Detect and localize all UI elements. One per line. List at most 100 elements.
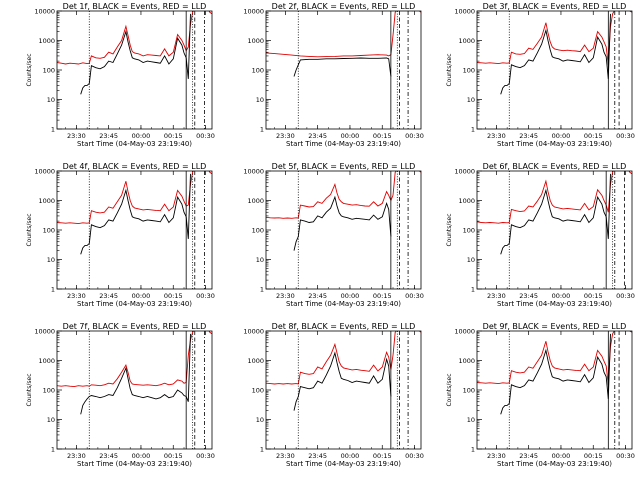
lld-series-line: [477, 331, 632, 385]
y-tick-label: 10: [47, 256, 55, 264]
lld-series-line: [266, 11, 421, 58]
plot-frame: [265, 330, 422, 450]
panel-title: Det 7f, BLACK = Events, RED = LLD: [63, 322, 207, 331]
panel-3: 1 10 100 1000 10000 23:30 23:45 00:00 00:15 00:30…: [446, 2, 635, 148]
panel-5: 1 10 100 1000 10000 23:30 23:45 00:00 00:15 00:30…: [243, 162, 424, 308]
y-tick-label: 1: [51, 445, 55, 453]
panel-title: Det 3f, BLACK = Events, RED = LLD: [483, 2, 627, 11]
x-tick-label: 00:00: [341, 452, 360, 460]
y-tick-label: 10000: [34, 7, 55, 15]
y-tick-label: 1000: [38, 357, 55, 365]
x-axis-label: Start Time (04-May-03 23:19:40): [497, 460, 612, 468]
x-tick-label: 00:30: [196, 452, 215, 460]
x-tick-label: 23:30: [67, 452, 86, 460]
panel-title: Det 5f, BLACK = Events, RED = LLD: [272, 162, 416, 171]
x-tick-label: 00:30: [616, 132, 635, 140]
x-axis-label: Start Time (04-May-03 23:19:40): [286, 300, 401, 308]
y-tick-label: 100: [252, 66, 264, 74]
lld-series-line: [266, 171, 421, 219]
x-tick-label: 00:15: [164, 132, 183, 140]
plot-frame: [476, 10, 633, 130]
x-tick-label: 23:45: [519, 132, 538, 140]
events-series-line: [293, 195, 392, 251]
y-tick-label: 1: [51, 285, 55, 293]
y-axis-label: Counts/sec: [446, 373, 453, 406]
panel-4: 1 10 100 1000 10000 23:30 23:45 00:00 00:15 00:30…: [26, 162, 215, 308]
x-tick-label: 23:45: [308, 292, 327, 300]
x-tick-label: 00:15: [584, 452, 603, 460]
y-tick-label: 100: [43, 66, 55, 74]
y-tick-label: 10000: [34, 167, 55, 175]
x-tick-label: 00:30: [405, 132, 424, 140]
x-tick-label: 00:15: [164, 452, 183, 460]
plot-frame: [476, 330, 633, 450]
panel-7: 1 10 100 1000 10000 23:30 23:45 00:00 00:15 00:30…: [26, 322, 215, 468]
y-tick-label: 100: [43, 386, 55, 394]
lld-series-line: [57, 11, 212, 65]
events-series-line: [500, 13, 611, 95]
y-tick-label: 10000: [243, 327, 264, 335]
x-tick-label: 00:30: [196, 132, 215, 140]
lld-series-line: [477, 171, 632, 224]
y-tick-label: 100: [463, 226, 475, 234]
y-tick-label: 100: [43, 226, 55, 234]
x-tick-label: 00:00: [341, 132, 360, 140]
x-tick-label: 00:30: [616, 292, 635, 300]
y-tick-label: 10000: [243, 7, 264, 15]
y-axis-label: Counts/sec: [26, 373, 33, 406]
panel-2: 1 10 100 1000 10000 23:30 23:45 00:00 00:15 00:30…: [243, 2, 424, 148]
events-series-line: [293, 351, 392, 411]
x-axis-label: Start Time (04-May-03 23:19:40): [77, 460, 192, 468]
y-tick-label: 10000: [34, 327, 55, 335]
y-tick-label: 1000: [247, 197, 264, 205]
lld-series-line: [57, 171, 212, 225]
x-tick-label: 23:45: [99, 452, 118, 460]
panel-title: Det 1f, BLACK = Events, RED = LLD: [63, 2, 207, 11]
y-tick-label: 100: [463, 66, 475, 74]
panel-title: Det 6f, BLACK = Events, RED = LLD: [483, 162, 627, 171]
x-tick-label: 00:15: [584, 292, 603, 300]
x-tick-label: 00:30: [196, 292, 215, 300]
x-tick-label: 23:45: [308, 452, 327, 460]
x-tick-label: 23:45: [308, 132, 327, 140]
panel-title: Det 8f, BLACK = Events, RED = LLD: [272, 322, 416, 331]
lld-series-line: [266, 331, 421, 385]
y-tick-label: 10: [256, 416, 264, 424]
x-tick-label: 00:00: [552, 452, 571, 460]
panel-9: 1 10 100 1000 10000 23:30 23:45 00:00 00:15 00:30…: [446, 322, 635, 468]
events-series-line: [80, 13, 191, 95]
y-tick-label: 1000: [247, 37, 264, 45]
panel-8: 1 10 100 1000 10000 23:30 23:45 00:00 00:15 00:30…: [243, 322, 424, 468]
x-tick-label: 00:15: [373, 132, 392, 140]
events-series-line: [293, 57, 392, 77]
y-tick-label: 10: [256, 256, 264, 264]
panel-title: Det 9f, BLACK = Events, RED = LLD: [483, 322, 627, 331]
y-tick-label: 10000: [243, 167, 264, 175]
y-tick-label: 1: [471, 125, 475, 133]
x-tick-label: 23:45: [99, 292, 118, 300]
panel-title: Det 4f, BLACK = Events, RED = LLD: [63, 162, 207, 171]
y-axis-label: Counts/sec: [446, 213, 453, 246]
plot-frame: [265, 10, 422, 130]
x-tick-label: 23:30: [487, 452, 506, 460]
y-tick-label: 100: [252, 226, 264, 234]
x-tick-label: 23:30: [276, 452, 295, 460]
y-tick-label: 1: [260, 285, 264, 293]
y-tick-label: 1: [471, 445, 475, 453]
y-tick-label: 10: [256, 96, 264, 104]
plot-frame: [56, 330, 213, 450]
plot-frame: [56, 10, 213, 130]
x-tick-label: 00:30: [405, 292, 424, 300]
panel-1: 1 10 100 1000 10000 23:30 23:45 00:00 00:15 00:30…: [26, 2, 215, 148]
events-series-line: [500, 333, 611, 415]
y-tick-label: 1: [260, 125, 264, 133]
events-series-line: [500, 173, 611, 255]
y-tick-label: 1: [51, 125, 55, 133]
x-tick-label: 23:30: [67, 292, 86, 300]
x-tick-label: 00:15: [584, 132, 603, 140]
lld-series-line: [477, 11, 632, 65]
x-axis-label: Start Time (04-May-03 23:19:40): [77, 140, 192, 148]
x-tick-label: 23:45: [99, 132, 118, 140]
x-axis-label: Start Time (04-May-03 23:19:40): [497, 300, 612, 308]
